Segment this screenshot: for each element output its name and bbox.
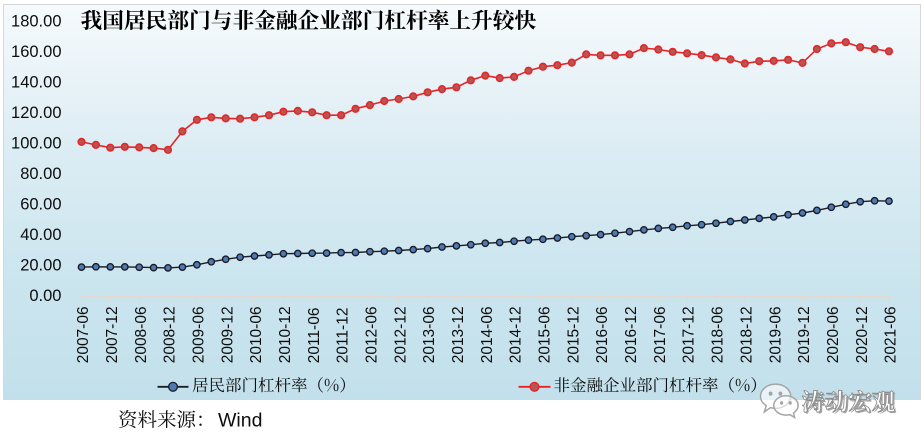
svg-text:120.00: 120.00 — [11, 104, 61, 122]
svg-text:2012-12: 2012-12 — [392, 306, 409, 363]
svg-text:180.00: 180.00 — [11, 13, 61, 31]
svg-text:2013-12: 2013-12 — [450, 306, 467, 363]
svg-text:2007-12: 2007-12 — [104, 306, 121, 363]
svg-text:2008-06: 2008-06 — [133, 306, 150, 363]
svg-text:2012-06: 2012-06 — [364, 306, 381, 363]
svg-text:2011-06: 2011-06 — [306, 308, 323, 364]
svg-text:2009-12: 2009-12 — [219, 306, 236, 363]
svg-text:2017-12: 2017-12 — [681, 306, 698, 363]
svg-text:2017-06: 2017-06 — [652, 306, 669, 363]
svg-text:2020-12: 2020-12 — [854, 306, 871, 363]
svg-text:2019-06: 2019-06 — [767, 306, 784, 363]
svg-text:2011-12: 2011-12 — [335, 308, 352, 364]
svg-text:140.00: 140.00 — [11, 74, 61, 92]
svg-text:2014-12: 2014-12 — [508, 306, 525, 363]
svg-text:80.00: 80.00 — [20, 165, 61, 183]
svg-text:40.00: 40.00 — [20, 226, 61, 244]
svg-text:0.00: 0.00 — [29, 287, 61, 305]
svg-text:2018-06: 2018-06 — [710, 306, 727, 363]
svg-text:160.00: 160.00 — [11, 43, 61, 61]
svg-text:2015-12: 2015-12 — [565, 306, 582, 363]
svg-text:2010-12: 2010-12 — [277, 306, 294, 363]
svg-text:2009-06: 2009-06 — [191, 306, 208, 363]
svg-text:100.00: 100.00 — [11, 135, 61, 153]
svg-text:2015-06: 2015-06 — [537, 306, 554, 363]
svg-text:2016-06: 2016-06 — [594, 306, 611, 363]
svg-text:2021-06: 2021-06 — [883, 306, 900, 363]
svg-text:2016-12: 2016-12 — [623, 306, 640, 363]
svg-text:2020-06: 2020-06 — [825, 306, 842, 363]
svg-text:2010-06: 2010-06 — [248, 306, 265, 363]
svg-text:2008-12: 2008-12 — [162, 306, 179, 363]
svg-text:2018-12: 2018-12 — [738, 306, 755, 363]
svg-text:20.00: 20.00 — [20, 257, 61, 275]
svg-text:2014-06: 2014-06 — [479, 306, 496, 363]
svg-text:2007-06: 2007-06 — [75, 306, 92, 363]
svg-text:60.00: 60.00 — [20, 196, 61, 214]
svg-text:2013-06: 2013-06 — [421, 306, 438, 363]
svg-text:2019-12: 2019-12 — [796, 306, 813, 363]
svg-text:Wind: Wind — [218, 410, 262, 432]
